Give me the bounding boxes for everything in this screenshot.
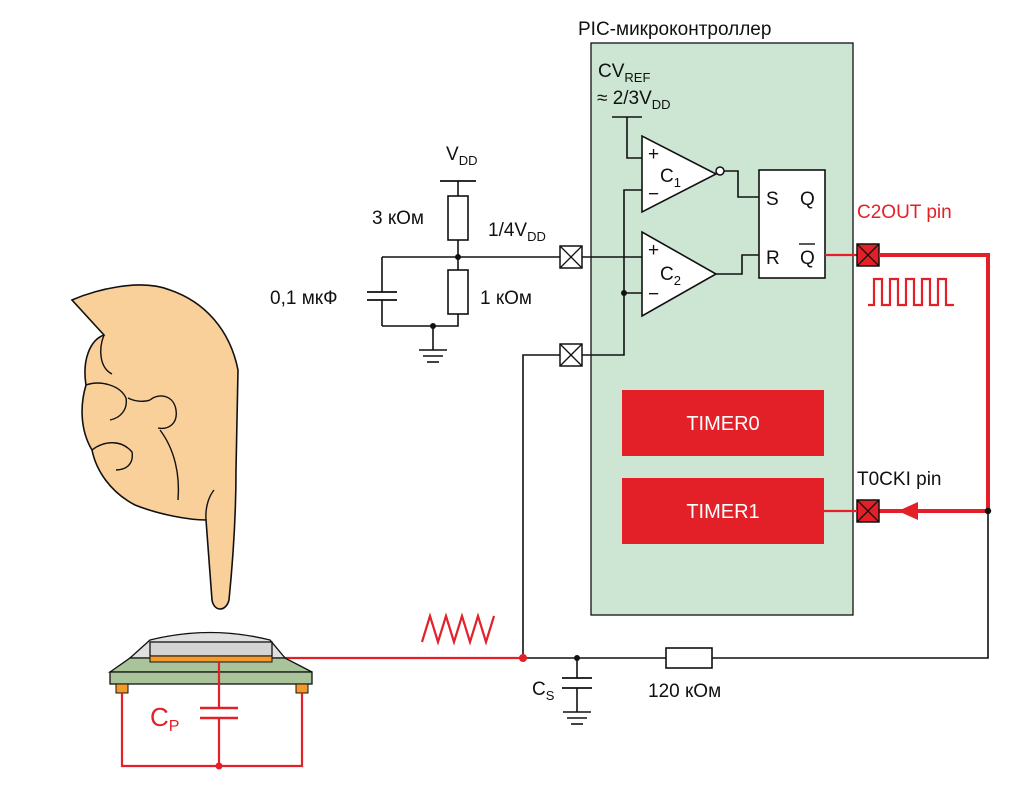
svg-text:+: +	[648, 144, 659, 165]
comparator-c1	[641, 134, 718, 214]
vdd-label: VDD	[446, 144, 477, 168]
timer0-label: TIMER0	[686, 413, 759, 435]
pin-c2out	[856, 243, 880, 267]
touch-sensor-pad-icon	[107, 631, 313, 694]
latch-s: S	[766, 189, 779, 210]
cvref-label: CVREF	[598, 61, 650, 85]
t0cki-pin-label: T0CKI pin	[857, 469, 941, 490]
timer1-block	[622, 478, 824, 544]
latch-r: R	[766, 248, 780, 269]
feedback-arrow-icon	[898, 502, 918, 520]
timer1-label: TIMER1	[686, 501, 759, 523]
resistor-3k-label: 3 кОм	[372, 208, 424, 229]
capacitor-01uf-label: 0,1 мкФ	[270, 288, 338, 309]
latch-q: Q	[800, 189, 815, 210]
comparator-c2-label: C2	[660, 264, 681, 288]
timer0-block	[622, 390, 824, 456]
c2out-pin-label: C2OUT pin	[857, 202, 952, 223]
sr-latch	[758, 169, 826, 279]
resistor-1k-label: 1 кОм	[480, 288, 532, 309]
resistor-120k	[665, 647, 713, 669]
pointing-finger-icon	[70, 284, 239, 610]
chip-title: PIC-микроконтроллер	[578, 19, 771, 40]
pin-sense-input	[559, 343, 583, 367]
capacitor-cs-label: CS	[532, 679, 555, 703]
svg-text:−: −	[648, 284, 659, 305]
pin-divider-input	[559, 245, 583, 269]
svg-text:+: +	[648, 240, 659, 261]
comparator-c1-label: C1	[660, 166, 681, 190]
ground-icon	[563, 711, 591, 725]
cvref-value: ≈ 2/3VDD	[597, 88, 671, 112]
resistor-120k-label: 120 кОм	[648, 681, 721, 702]
resistor-1k	[447, 269, 469, 315]
ground-icon	[419, 349, 447, 363]
comparator-c2	[641, 230, 718, 318]
latch-qbar: Q	[800, 248, 815, 269]
resistor-3k	[447, 195, 469, 241]
triangle-wave-icon	[420, 612, 496, 646]
square-wave-icon	[868, 277, 954, 307]
svg-text:−: −	[648, 184, 659, 205]
tap-label: 1/4VDD	[488, 220, 546, 244]
capacitor-cp-label: CP	[150, 702, 179, 735]
pin-t0cki	[856, 499, 880, 523]
